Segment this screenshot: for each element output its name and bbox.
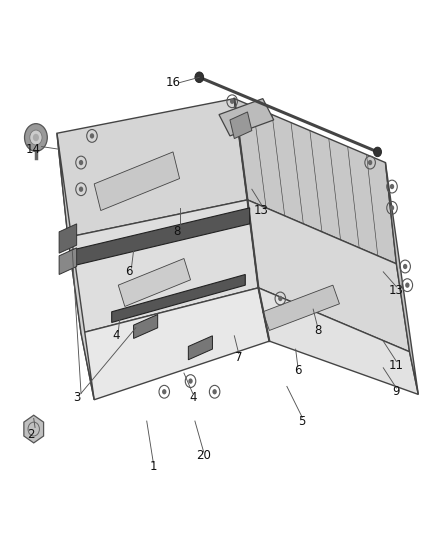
Text: 11: 11 xyxy=(389,359,404,372)
Polygon shape xyxy=(112,274,245,322)
Circle shape xyxy=(278,296,283,301)
Circle shape xyxy=(30,130,42,145)
Text: 4: 4 xyxy=(112,329,120,342)
Polygon shape xyxy=(94,152,180,211)
Circle shape xyxy=(90,133,94,139)
Text: 2: 2 xyxy=(27,428,35,441)
Text: 4: 4 xyxy=(189,391,197,403)
Polygon shape xyxy=(247,200,410,352)
Circle shape xyxy=(390,205,394,211)
Polygon shape xyxy=(385,163,418,394)
Circle shape xyxy=(79,160,83,165)
Polygon shape xyxy=(81,288,269,400)
Polygon shape xyxy=(118,259,191,306)
Circle shape xyxy=(195,72,204,83)
Polygon shape xyxy=(188,336,212,360)
Polygon shape xyxy=(57,133,94,400)
Text: 20: 20 xyxy=(196,449,211,462)
Text: 7: 7 xyxy=(235,351,243,364)
Polygon shape xyxy=(234,99,396,264)
Text: 6: 6 xyxy=(294,364,302,377)
Polygon shape xyxy=(24,415,44,443)
Polygon shape xyxy=(59,248,77,274)
Circle shape xyxy=(33,134,39,141)
Circle shape xyxy=(403,264,407,269)
Text: 14: 14 xyxy=(25,143,40,156)
Text: 13: 13 xyxy=(389,284,404,297)
Text: 5: 5 xyxy=(299,415,306,427)
Circle shape xyxy=(374,147,381,157)
Polygon shape xyxy=(68,200,258,333)
Circle shape xyxy=(405,282,410,288)
Text: 16: 16 xyxy=(166,76,180,89)
Polygon shape xyxy=(230,112,252,139)
Polygon shape xyxy=(258,288,418,394)
Text: 13: 13 xyxy=(253,204,268,217)
Polygon shape xyxy=(57,99,247,237)
Text: 8: 8 xyxy=(174,225,181,238)
Text: 8: 8 xyxy=(314,324,321,337)
Circle shape xyxy=(368,160,372,165)
Circle shape xyxy=(162,389,166,394)
Text: 9: 9 xyxy=(392,385,400,398)
Circle shape xyxy=(230,99,234,104)
Circle shape xyxy=(79,187,83,192)
Circle shape xyxy=(188,378,193,384)
Polygon shape xyxy=(70,208,250,266)
Text: 1: 1 xyxy=(149,460,157,473)
Polygon shape xyxy=(134,314,158,338)
Polygon shape xyxy=(263,285,339,330)
Polygon shape xyxy=(219,99,274,136)
Text: 6: 6 xyxy=(125,265,133,278)
Circle shape xyxy=(212,389,217,394)
Circle shape xyxy=(25,124,47,151)
Circle shape xyxy=(390,184,394,189)
Text: 3: 3 xyxy=(73,391,80,403)
Polygon shape xyxy=(59,224,77,253)
